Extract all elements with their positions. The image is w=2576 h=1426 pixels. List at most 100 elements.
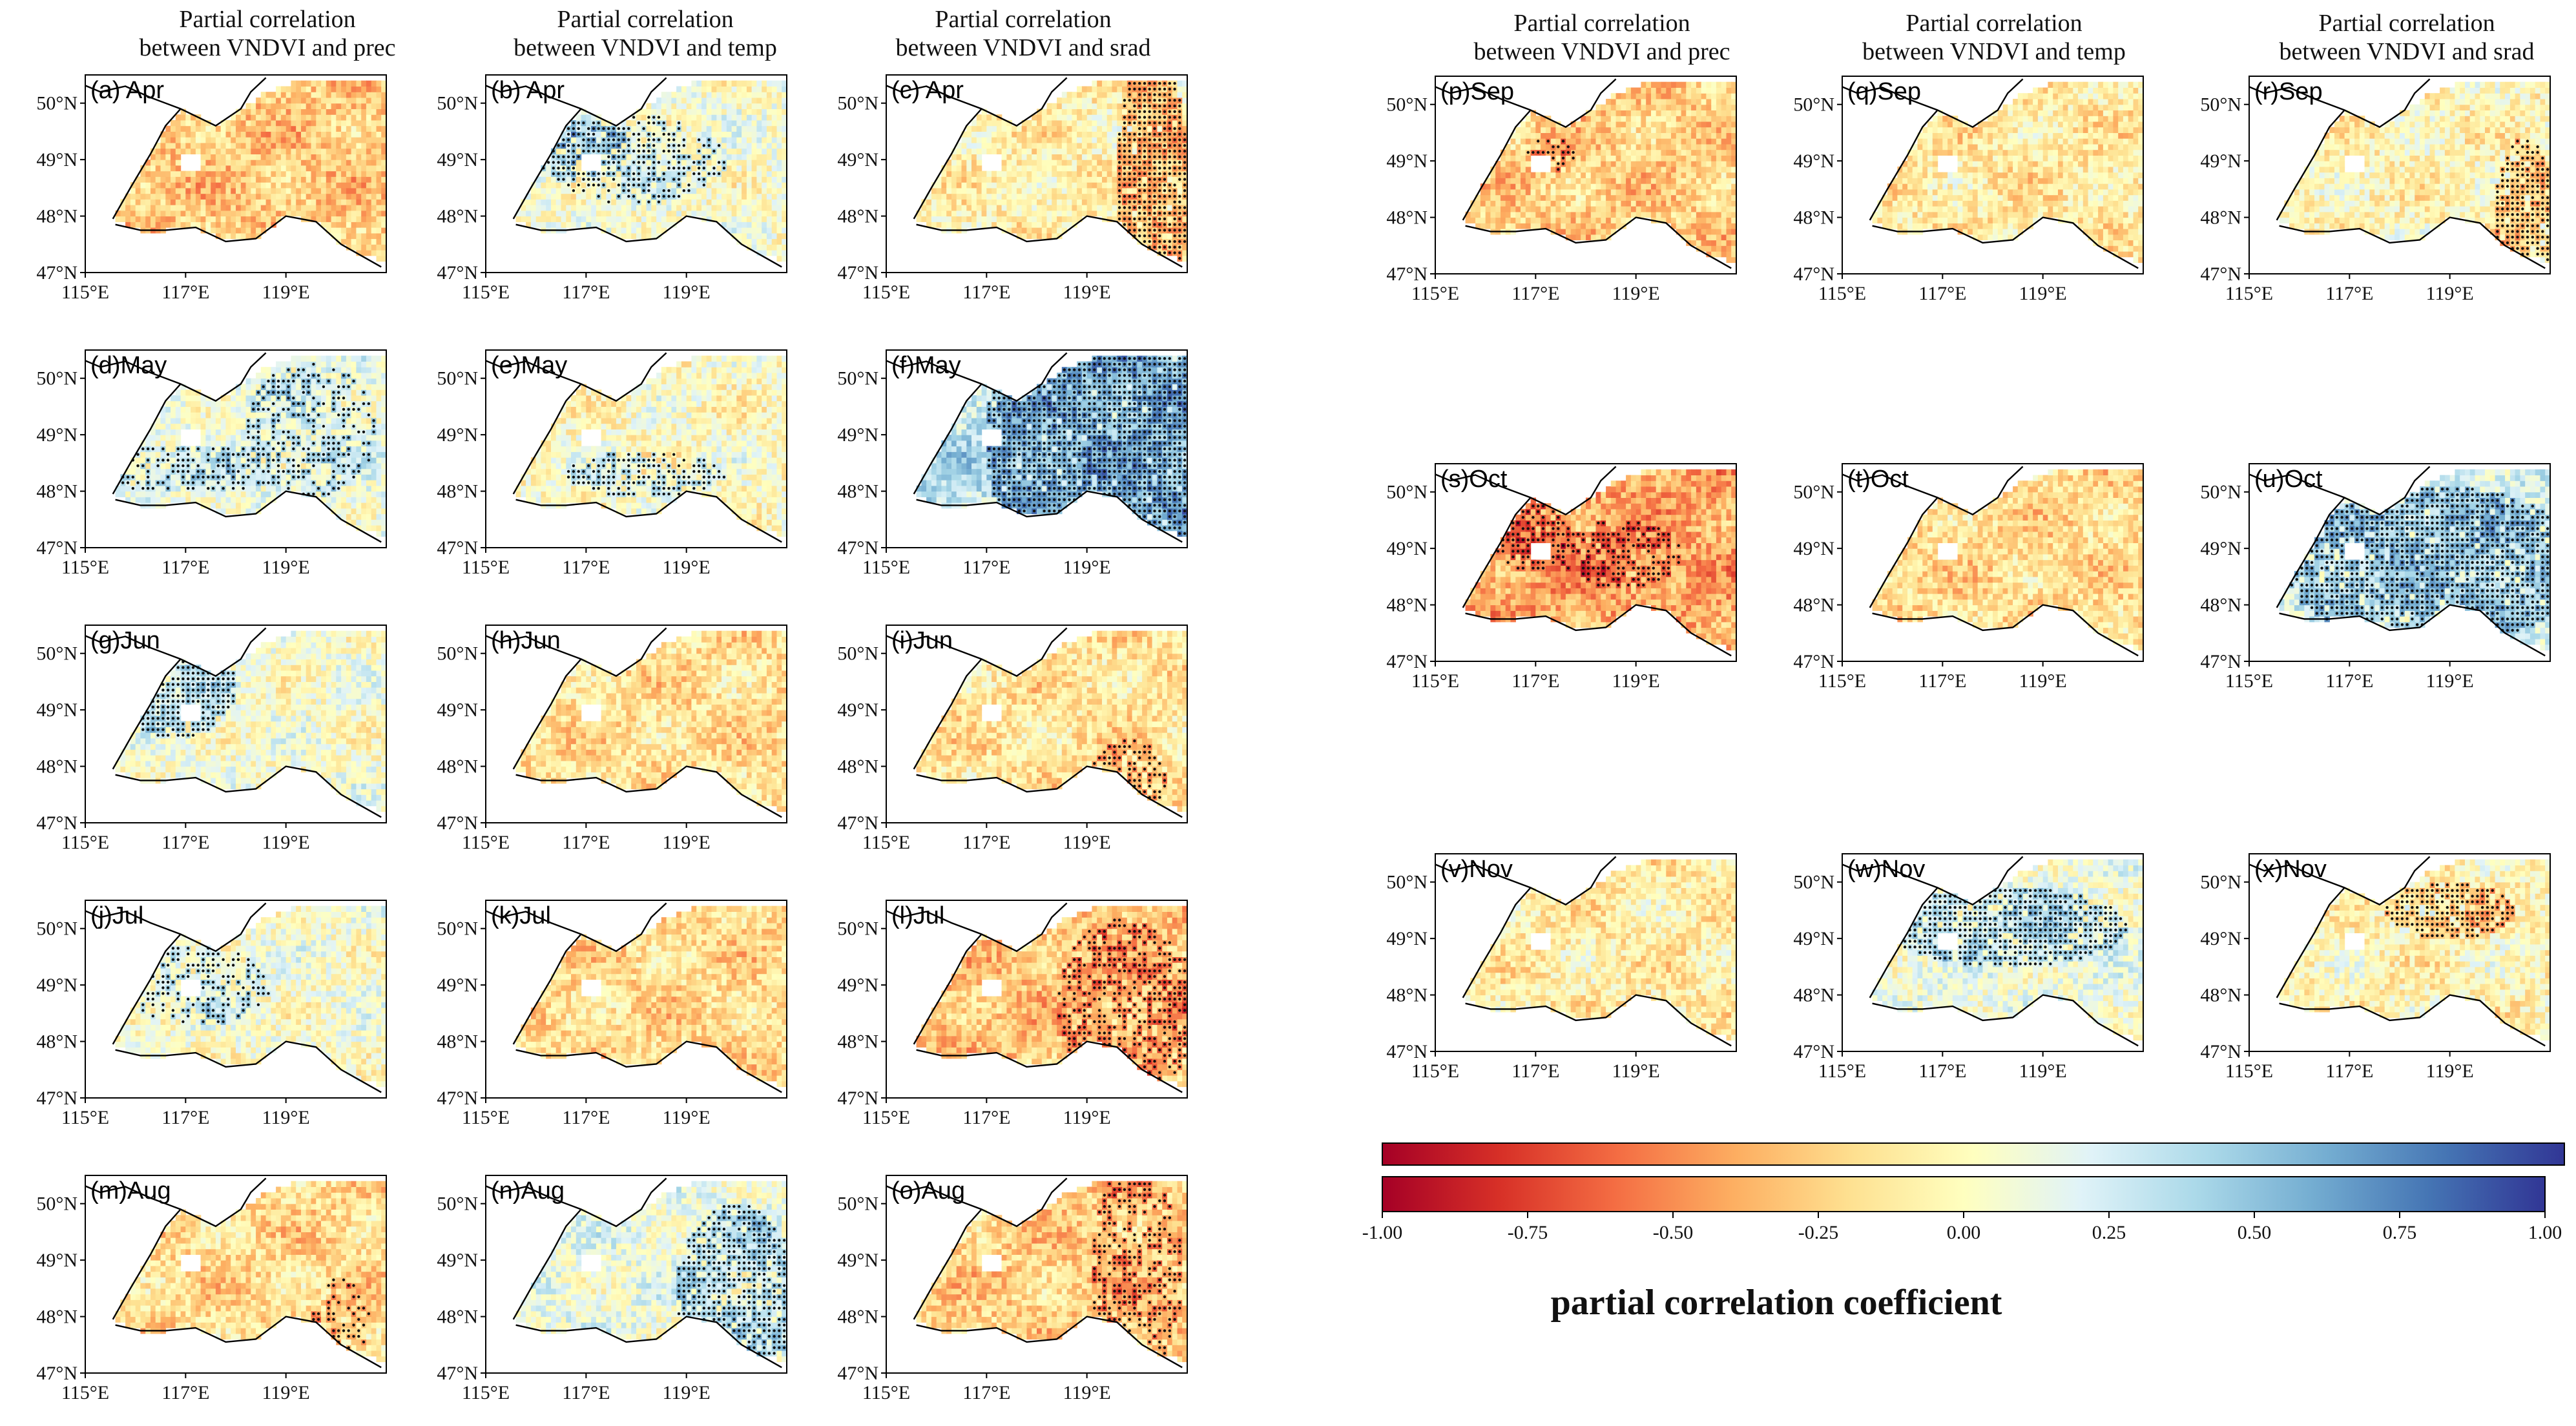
grid-cell bbox=[521, 216, 526, 222]
grid-cell bbox=[246, 401, 251, 407]
grid-cell bbox=[211, 491, 216, 497]
grid-cell bbox=[992, 199, 997, 205]
grid-cell bbox=[767, 131, 772, 137]
grid-cell bbox=[756, 87, 762, 92]
grid-cell bbox=[1082, 205, 1087, 211]
grid-cell bbox=[716, 216, 722, 222]
grid-cell bbox=[120, 216, 125, 222]
grid-cell bbox=[326, 131, 331, 137]
grid-cell bbox=[251, 154, 256, 160]
grid-cell bbox=[361, 137, 366, 143]
grid-cell bbox=[366, 103, 371, 109]
grid-cell bbox=[1022, 165, 1027, 171]
grid-cell bbox=[281, 199, 286, 205]
significance-dot bbox=[1158, 156, 1161, 158]
grid-cell bbox=[1077, 137, 1082, 143]
grid-cell bbox=[221, 205, 226, 211]
grid-cell bbox=[321, 126, 326, 132]
grid-cell bbox=[136, 457, 141, 463]
grid-cell bbox=[931, 205, 937, 211]
grid-cell bbox=[165, 446, 171, 452]
significance-dot bbox=[1133, 229, 1136, 231]
grid-cell bbox=[957, 222, 962, 227]
grid-cell bbox=[1117, 120, 1122, 126]
grid-cell bbox=[1057, 143, 1062, 149]
grid-cell bbox=[291, 120, 296, 126]
grid-cell bbox=[641, 131, 647, 137]
grid-cell bbox=[736, 194, 742, 200]
grid-cell bbox=[1057, 131, 1062, 137]
grid-cell bbox=[351, 211, 357, 216]
grid-cell bbox=[762, 120, 767, 126]
grid-cell bbox=[377, 233, 382, 239]
grid-cell bbox=[661, 103, 667, 109]
grid-cell bbox=[296, 395, 301, 401]
grid-cell bbox=[722, 131, 727, 137]
grid-cell bbox=[276, 429, 281, 435]
significance-dot bbox=[618, 150, 620, 152]
grid-cell bbox=[1102, 160, 1107, 165]
grid-cell bbox=[756, 109, 762, 115]
grid-cell bbox=[211, 227, 216, 233]
grid-cell bbox=[571, 211, 576, 216]
grid-cell bbox=[296, 160, 301, 165]
grid-cell bbox=[231, 211, 236, 216]
grid-cell bbox=[261, 216, 266, 222]
significance-dot bbox=[1143, 93, 1146, 96]
grid-cell bbox=[641, 227, 647, 233]
grid-cell bbox=[351, 165, 357, 171]
grid-cell bbox=[185, 211, 191, 216]
grid-cell bbox=[1112, 98, 1117, 103]
grid-cell bbox=[377, 92, 382, 98]
grid-cell bbox=[716, 81, 722, 87]
grid-cell bbox=[185, 126, 191, 132]
grid-cell bbox=[767, 182, 772, 188]
significance-dot bbox=[1173, 167, 1176, 169]
grid-cell bbox=[966, 154, 971, 160]
grid-cell bbox=[712, 81, 717, 87]
grid-cell bbox=[136, 491, 141, 497]
grid-cell bbox=[191, 188, 196, 194]
grid-cell bbox=[216, 131, 221, 137]
significance-dot bbox=[1143, 218, 1146, 220]
grid-cell bbox=[356, 227, 361, 233]
grid-cell bbox=[742, 194, 747, 200]
significance-dot bbox=[1173, 99, 1176, 101]
significance-dot bbox=[707, 172, 710, 175]
grid-cell bbox=[306, 356, 311, 362]
grid-cell bbox=[256, 194, 261, 200]
grid-cell bbox=[1012, 154, 1017, 160]
grid-cell bbox=[982, 205, 987, 211]
grid-cell bbox=[1102, 131, 1107, 137]
grid-cell bbox=[201, 216, 206, 222]
significance-dot bbox=[607, 189, 610, 192]
grid-cell bbox=[1057, 205, 1062, 211]
grid-cell bbox=[727, 87, 732, 92]
grid-cell bbox=[691, 211, 696, 216]
grid-cell bbox=[201, 491, 206, 497]
grid-cell bbox=[311, 171, 317, 177]
grid-cell bbox=[671, 188, 676, 194]
significance-dot bbox=[1148, 218, 1151, 220]
significance-dot bbox=[1163, 206, 1166, 209]
grid-cell bbox=[351, 233, 357, 239]
significance-dot bbox=[1173, 144, 1176, 147]
grid-cell bbox=[1087, 109, 1092, 115]
grid-cell bbox=[772, 182, 777, 188]
grid-cell bbox=[962, 137, 967, 143]
grid-cell bbox=[1006, 222, 1012, 227]
grid-cell bbox=[185, 418, 191, 424]
lat-tick-label: 48°N bbox=[437, 206, 478, 227]
grid-cell bbox=[1092, 103, 1097, 109]
grid-cell bbox=[316, 87, 321, 92]
grid-cell bbox=[621, 194, 627, 200]
significance-dot bbox=[1173, 189, 1176, 192]
grid-cell bbox=[1112, 176, 1117, 182]
grid-cell bbox=[181, 222, 186, 227]
grid-cell bbox=[556, 194, 561, 200]
grid-cell bbox=[1022, 182, 1027, 188]
grid-cell bbox=[701, 81, 707, 87]
grid-cell bbox=[226, 205, 231, 211]
grid-cell bbox=[356, 120, 361, 126]
